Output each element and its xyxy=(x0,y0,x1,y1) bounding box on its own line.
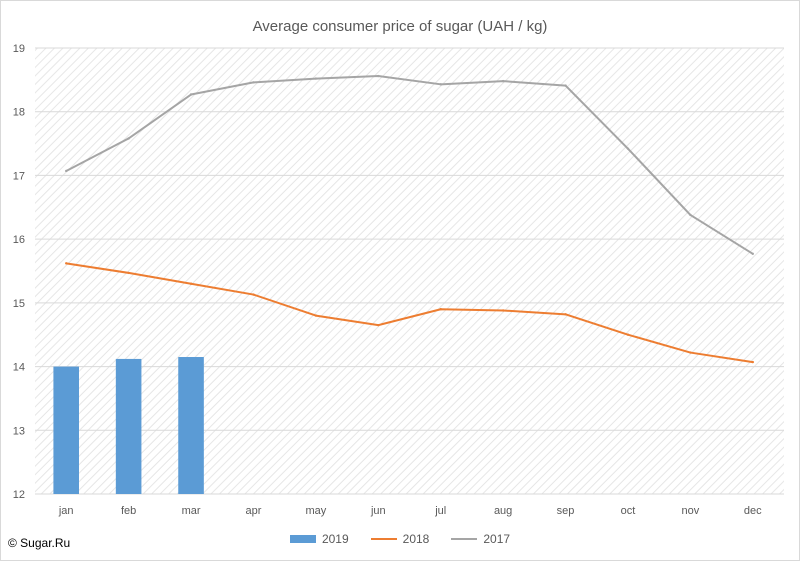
copyright-credit: © Sugar.Ru xyxy=(8,536,71,550)
legend-swatch-2017 xyxy=(451,538,478,540)
legend-item-2017: 2017 xyxy=(451,532,510,546)
y-tick-label-16: 16 xyxy=(13,234,25,246)
point-2018-jul xyxy=(439,308,442,311)
point-2018-apr xyxy=(252,293,255,296)
point-2017-jan xyxy=(65,169,68,173)
point-2018-mar xyxy=(189,282,193,285)
bar-2019-mar xyxy=(178,357,204,494)
y-tick-label-19: 19 xyxy=(13,43,25,55)
point-2018-may xyxy=(314,314,318,317)
point-2017-jun xyxy=(377,74,380,78)
x-tick-label-oct: oct xyxy=(621,505,636,517)
point-2017-dec xyxy=(751,252,754,255)
plot-area xyxy=(35,48,784,494)
point-2018-jan xyxy=(65,262,68,265)
point-2017-sep xyxy=(564,84,567,87)
legend-swatch-2018 xyxy=(370,538,397,540)
y-tick-label-13: 13 xyxy=(13,425,25,437)
point-2017-may xyxy=(314,77,318,80)
point-2017-feb xyxy=(127,137,130,140)
y-tick-label-14: 14 xyxy=(13,362,25,374)
bar-2019-jan xyxy=(53,366,80,494)
point-2017-apr xyxy=(252,81,255,84)
x-tick-label-dec: dec xyxy=(744,505,762,517)
x-tick-label-mar: mar xyxy=(182,505,201,517)
x-tick-label-jun: jun xyxy=(370,505,386,517)
point-2017-jul xyxy=(439,83,442,86)
point-2018-jun xyxy=(377,323,380,327)
legend-item-2019: 2019 xyxy=(289,532,349,546)
x-tick-label-feb: feb xyxy=(121,505,136,517)
point-2018-feb xyxy=(127,271,130,275)
point-2017-nov xyxy=(689,213,692,217)
x-tick-label-jul: jul xyxy=(434,505,446,517)
point-2018-nov xyxy=(689,351,692,354)
line-series-2017 xyxy=(65,75,754,255)
y-tick-label-17: 17 xyxy=(13,170,25,182)
x-tick-label-sep: sep xyxy=(557,505,575,517)
x-tick-label-may: may xyxy=(305,505,326,517)
legend-swatch-2019 xyxy=(289,535,316,543)
chart-legend: 2019 2018 2017 xyxy=(0,532,800,546)
point-2018-oct xyxy=(626,333,630,336)
x-tick-label-nov: nov xyxy=(682,505,700,517)
legend-label-2017: 2017 xyxy=(483,532,511,546)
point-2018-aug xyxy=(501,309,505,312)
point-2018-sep xyxy=(564,313,567,316)
x-tick-label-jan: jan xyxy=(58,505,74,517)
legend-label-2018: 2018 xyxy=(402,532,430,546)
line-series-2018 xyxy=(66,262,753,364)
point-2017-oct xyxy=(626,147,630,150)
y-tick-label-12: 12 xyxy=(13,489,25,501)
chart-title: Average consumer price of sugar (UAH / k… xyxy=(252,18,548,35)
x-tick-label-apr: apr xyxy=(246,505,262,517)
y-tick-label-15: 15 xyxy=(13,298,25,310)
point-2017-mar xyxy=(189,93,193,96)
legend-item-2018: 2018 xyxy=(370,532,430,546)
bar-2019-feb xyxy=(115,358,142,494)
point-2017-aug xyxy=(501,79,505,83)
point-2018-dec xyxy=(751,360,754,364)
y-tick-label-18: 18 xyxy=(13,107,25,119)
legend-label-2019: 2019 xyxy=(321,532,349,546)
x-tick-label-aug: aug xyxy=(494,505,512,517)
